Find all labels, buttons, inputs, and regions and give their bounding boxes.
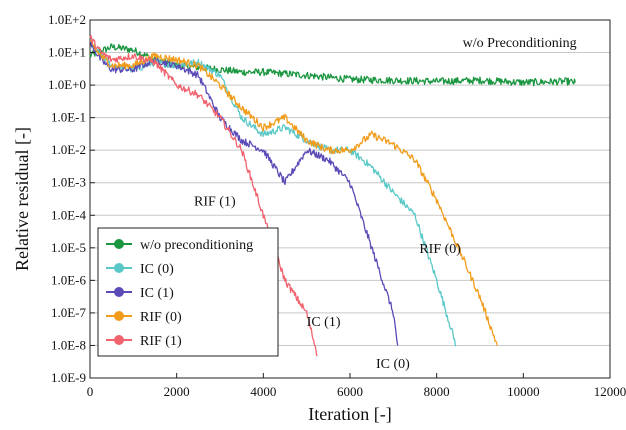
y-tick-label: 1.0E+2 <box>48 12 86 27</box>
annotation-label: IC (1) <box>307 315 341 330</box>
x-tick-label: 2000 <box>164 384 190 399</box>
legend-swatch-marker <box>114 287 124 297</box>
y-tick-label: 1.0E+0 <box>48 77 86 92</box>
x-tick-label: 6000 <box>337 384 363 399</box>
annotations: w/o Preconditioning RIF (1) RIF (0) IC (1) I… <box>194 36 577 372</box>
y-tick-label: 1.0E-7 <box>51 305 87 320</box>
legend-label: IC (0) <box>140 262 174 277</box>
series-line-ic-0- <box>89 41 457 347</box>
legend: w/o preconditioning IC (0) IC (1) RIF (0) RI… <box>97 227 279 357</box>
annotation-label: RIF (0) <box>419 242 461 257</box>
x-axis-title: Iteration [-] <box>308 404 391 424</box>
y-tick-label: 1.0E-1 <box>51 110 86 125</box>
legend-label: RIF (1) <box>140 334 182 349</box>
x-tick-label: 4000 <box>250 384 276 399</box>
legend-label: IC (1) <box>140 286 174 301</box>
legend-label: w/o preconditioning <box>140 238 253 253</box>
y-tick-label: 1.0E-3 <box>51 175 86 190</box>
y-tick-label: 1.0E-2 <box>51 142 86 157</box>
annotation-label: RIF (1) <box>194 194 236 209</box>
x-axis-ticks: 0 2000 4000 6000 8000 10000 12000 <box>87 373 626 399</box>
legend-swatch-marker <box>114 335 124 345</box>
y-tick-label: 1.0E-9 <box>51 370 86 385</box>
series-layer <box>89 34 576 357</box>
y-tick-label: 1.0E-6 <box>51 272 87 287</box>
y-tick-label: 1.0E-5 <box>51 240 86 255</box>
y-tick-label: 1.0E-8 <box>51 337 86 352</box>
annotation-label: IC (0) <box>376 357 410 372</box>
legend-swatch-marker <box>114 263 124 273</box>
x-tick-label: 12000 <box>594 384 626 399</box>
y-tick-label: 1.0E+1 <box>48 45 86 60</box>
x-tick-label: 10000 <box>507 384 540 399</box>
y-axis-title: Relative residual [-] <box>12 127 32 271</box>
x-tick-label: 0 <box>87 384 94 399</box>
annotation-label: w/o Preconditioning <box>463 36 577 51</box>
series-line-rif-1- <box>89 34 318 357</box>
y-axis-ticks: 1.0E+2 1.0E+1 1.0E+0 1.0E-1 1.0E-2 1.0E-3 1.0E… <box>48 12 95 385</box>
y-tick-label: 1.0E-4 <box>51 207 87 222</box>
x-tick-label: 8000 <box>424 384 450 399</box>
legend-label: RIF (0) <box>140 310 182 325</box>
legend-swatch-marker <box>114 239 124 249</box>
legend-swatch-marker <box>114 311 124 321</box>
series-line-rif-0- <box>89 39 498 346</box>
